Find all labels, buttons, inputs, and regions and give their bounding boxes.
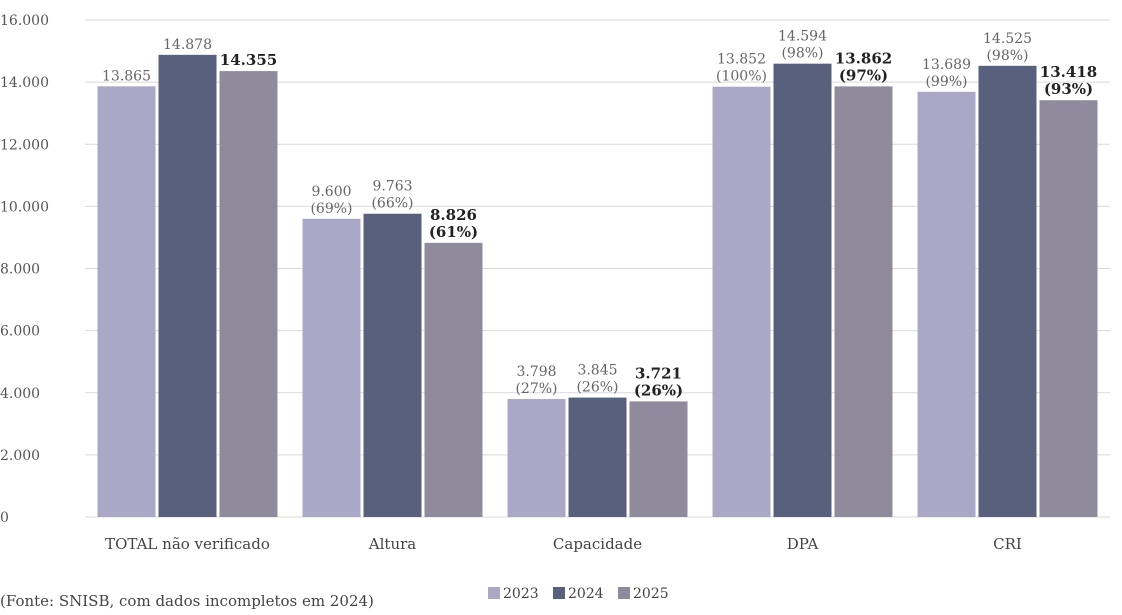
y-tick-label: 4.000 — [0, 386, 40, 402]
legend-label: 2024 — [568, 586, 604, 602]
y-tick-label: 16.000 — [0, 13, 49, 29]
data-label: (98%) — [781, 46, 823, 62]
bar-2024 — [568, 397, 627, 517]
data-label: 9.600 — [311, 184, 351, 200]
data-label: 3.721 — [635, 364, 682, 382]
data-label: (26%) — [634, 381, 683, 399]
bar-2024 — [158, 54, 217, 518]
x-category-label: Altura — [368, 535, 416, 553]
legend-swatch-2024 — [553, 587, 565, 599]
data-label: 9.763 — [372, 179, 412, 195]
bars — [97, 54, 1098, 518]
data-label: 3.798 — [516, 364, 556, 380]
bar-2024 — [363, 213, 422, 517]
data-label: 13.689 — [922, 57, 971, 73]
x-category-label: DPA — [787, 535, 819, 553]
legend-swatch-2023 — [488, 587, 500, 599]
data-label: 14.355 — [220, 51, 277, 69]
data-label: 13.852 — [717, 52, 766, 68]
data-label: 8.826 — [430, 206, 477, 224]
data-label: 13.862 — [835, 49, 892, 67]
bar-2024 — [773, 63, 832, 517]
data-label: (26%) — [576, 380, 618, 396]
bar-2025 — [629, 401, 688, 517]
bar-2025 — [1039, 100, 1098, 518]
data-label: (93%) — [1044, 80, 1093, 98]
x-category-label: CRI — [993, 535, 1022, 553]
data-label: (99%) — [925, 74, 967, 90]
bar-2023 — [97, 86, 156, 518]
y-tick-label: 8.000 — [0, 262, 40, 278]
bar-2023 — [917, 91, 976, 518]
bar-2024 — [978, 65, 1037, 517]
bar-2023 — [712, 86, 771, 517]
data-label: 14.594 — [778, 29, 827, 45]
source-note: (Fonte: SNISB, com dados incompletos em … — [0, 592, 374, 610]
legend: 2023 2024 2025 — [488, 586, 669, 602]
data-label: (66%) — [371, 196, 413, 212]
data-label: 13.865 — [102, 68, 151, 84]
data-label: 14.525 — [983, 31, 1032, 47]
bar-2023 — [302, 218, 361, 518]
data-label: (100%) — [716, 69, 767, 85]
y-tick-label: 2.000 — [0, 448, 40, 464]
data-label: (69%) — [310, 201, 352, 217]
bar-2025 — [424, 242, 483, 517]
data-label: 13.418 — [1040, 63, 1097, 81]
x-axis: TOTAL não verificado Altura Capacidade DPA C… — [105, 535, 1022, 553]
data-label: (27%) — [515, 381, 557, 397]
legend-label: 2025 — [633, 586, 669, 602]
y-tick-label: 6.000 — [0, 324, 40, 340]
x-category-label: TOTAL não verificado — [105, 535, 270, 553]
y-tick-label: 0 — [0, 510, 9, 526]
bar-2023 — [507, 399, 566, 517]
data-labels: 13.865 14.878 14.355 9.600(69%) 9.763(66%) 8.… — [102, 29, 1097, 400]
bar-2025 — [834, 86, 893, 518]
y-tick-label: 12.000 — [0, 137, 49, 153]
data-label: (97%) — [839, 66, 888, 84]
data-label: (98%) — [986, 48, 1028, 64]
data-label: 3.845 — [577, 363, 617, 379]
y-tick-label: 10.000 — [0, 199, 49, 215]
bar-2025 — [219, 71, 278, 517]
y-axis: 0 2.000 4.000 6.000 8.000 10.000 12.000 14.000 1… — [0, 13, 49, 526]
y-tick-label: 14.000 — [0, 75, 49, 91]
data-label: (61%) — [429, 223, 478, 241]
legend-label: 2023 — [503, 586, 539, 602]
x-category-label: Capacidade — [553, 535, 642, 553]
data-label: 14.878 — [163, 37, 212, 53]
legend-swatch-2025 — [618, 587, 630, 599]
